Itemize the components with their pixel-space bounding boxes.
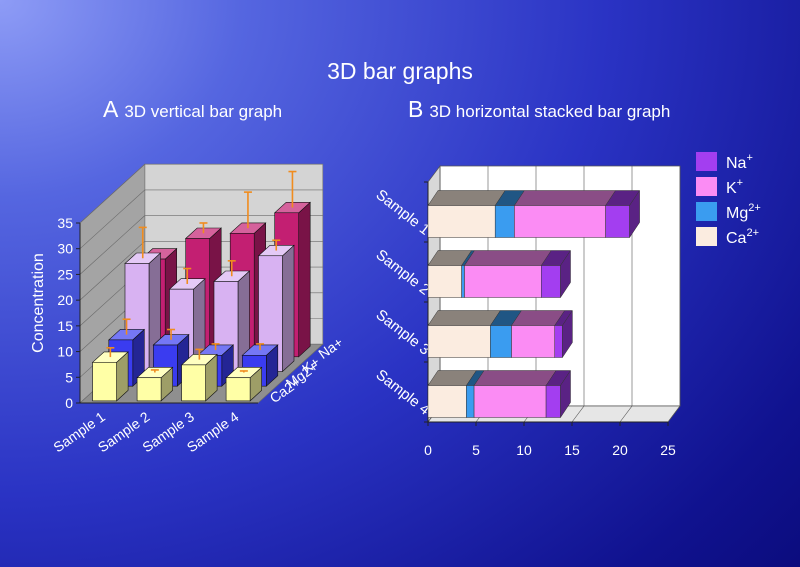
chart-b-plot: 0 5 10 15 20 25 Sample 1 Sample 2 Sample 3 Sample… <box>373 164 681 458</box>
x-tick-label: 0 <box>424 442 432 458</box>
panel-b-caption: 3D horizontal stacked bar graph <box>429 102 671 121</box>
segment-top-K+ <box>473 370 557 386</box>
y-tick-label: 30 <box>57 241 73 257</box>
segment-Na+ <box>541 265 561 298</box>
segment-Ca2+ <box>427 385 467 418</box>
bar-Ca2+-Sample2 <box>136 366 174 402</box>
panel-b-letter: B <box>408 96 424 122</box>
y-category-label: Sample 2 <box>373 246 433 298</box>
bar-end-face <box>560 249 571 299</box>
legend-swatch <box>696 202 717 221</box>
segment-K+ <box>473 385 547 418</box>
segment-Ca2+ <box>427 265 462 298</box>
segment-Na+ <box>554 325 563 358</box>
panel-b-heading: B 3D horizontal stacked bar graph <box>408 96 670 123</box>
bar-front <box>92 361 117 402</box>
segment-Na+ <box>605 205 630 238</box>
x-tick-label: 20 <box>612 442 628 458</box>
stacked-bar-Sample2 <box>427 249 571 299</box>
legend-label: Na+ <box>726 152 753 172</box>
x-tick-label: 25 <box>660 442 676 458</box>
legend: Na+ K+ Mg2+ Ca2+ <box>696 152 761 247</box>
y-category-label: Sample 3 <box>373 306 433 358</box>
segment-Na+ <box>545 385 561 418</box>
segment-top-Ca2+ <box>427 190 506 206</box>
gridline <box>79 215 323 275</box>
legend-swatch <box>696 152 717 171</box>
legend-label: Mg2+ <box>726 202 761 222</box>
segment-K+ <box>514 205 606 238</box>
segment-Ca2+ <box>427 205 496 238</box>
y-axis-title: Concentration <box>30 253 47 353</box>
y-tick-label: 0 <box>65 395 73 411</box>
legend-label: K+ <box>726 177 743 197</box>
y-tick-label: 20 <box>57 292 73 308</box>
segment-Mg2+ <box>466 385 475 418</box>
segment-top-K+ <box>464 250 552 266</box>
segment-Ca2+ <box>427 325 491 358</box>
page-title: 3D bar graphs <box>327 58 473 84</box>
bar-front <box>181 364 206 402</box>
segment-Mg2+ <box>490 325 512 358</box>
segment-K+ <box>464 265 542 298</box>
panel-a-heading: A 3D vertical bar graph <box>103 96 282 123</box>
y-tick-label: 15 <box>57 318 73 334</box>
bar-Ca2+-Sample1 <box>91 347 129 402</box>
y-tick-label: 35 <box>57 215 73 231</box>
stacked-bar-Sample1 <box>427 189 641 239</box>
y-tick-label: 25 <box>57 266 73 282</box>
bar-end-face <box>562 309 573 359</box>
segment-top-Ca2+ <box>427 310 501 326</box>
x-tick-label: 15 <box>564 442 580 458</box>
bar-Ca2+-Sample4 <box>225 366 263 402</box>
gridline <box>79 163 323 224</box>
legend-label: Ca2+ <box>726 227 759 247</box>
stacked-bar-Sample3 <box>427 309 573 359</box>
y-tick-label: 10 <box>57 344 73 360</box>
segment-Mg2+ <box>494 205 515 238</box>
gridline <box>571 166 585 423</box>
bar-Mg2+-Sample1 <box>108 318 146 387</box>
panel-a-caption: 3D vertical bar graph <box>124 102 283 121</box>
segment-top-K+ <box>513 190 617 206</box>
bar-Ca2+-Sample3 <box>180 348 218 402</box>
y-category-label: Sample 4 <box>373 366 433 418</box>
segment-K+ <box>511 325 555 358</box>
segment-Mg2+ <box>461 265 465 298</box>
stacked-bar-Sample4 <box>427 369 571 419</box>
gridline <box>667 166 681 423</box>
gridline <box>619 166 633 423</box>
y-category-label: Sample 1 <box>373 186 433 238</box>
x-tick-label: 10 <box>516 442 532 458</box>
panel-a-letter: A <box>103 96 119 122</box>
bar-end-face <box>629 189 640 239</box>
bar-end-face <box>560 369 571 419</box>
legend-swatch <box>696 177 717 196</box>
bar-front <box>136 377 162 402</box>
y-tick-label: 5 <box>65 369 73 385</box>
legend-swatch <box>696 227 717 246</box>
gridline <box>79 189 323 249</box>
bar-front <box>225 377 251 402</box>
x-tick-label: 5 <box>472 442 480 458</box>
